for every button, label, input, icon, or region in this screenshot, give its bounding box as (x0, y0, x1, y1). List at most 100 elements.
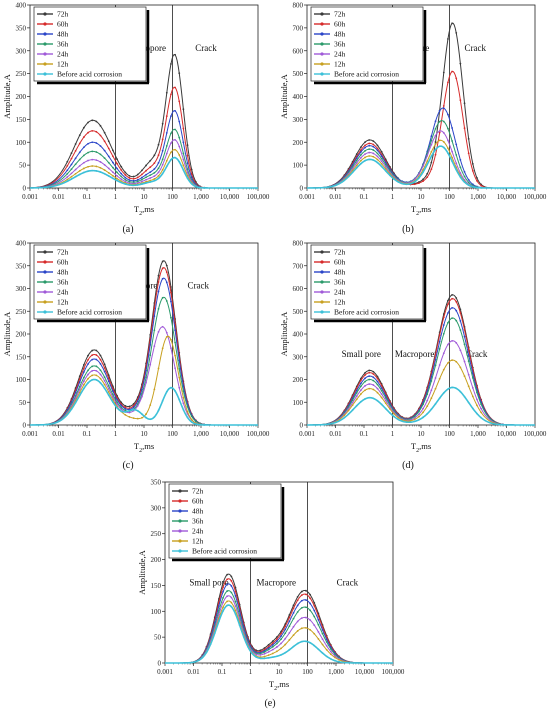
y-tick-label: 400 (293, 331, 304, 339)
data-point (451, 297, 453, 300)
panel-label: (b) (402, 224, 414, 235)
data-point (157, 154, 160, 157)
y-tick-label: 200 (293, 139, 304, 147)
x-axis-label: T2,ms (269, 679, 289, 692)
data-point (74, 175, 77, 178)
data-point (182, 169, 185, 171)
data-point (447, 343, 449, 346)
data-point (103, 367, 106, 369)
data-point (442, 316, 445, 319)
panel-label: (c) (122, 460, 133, 471)
data-point (128, 180, 131, 183)
data-point (276, 640, 278, 643)
x-axis-label: T2,ms (411, 441, 431, 454)
data-point (325, 638, 328, 641)
data-point (313, 601, 316, 604)
data-point (66, 160, 69, 163)
data-point (288, 616, 291, 619)
data-point (480, 407, 483, 410)
data-point (78, 169, 81, 172)
data-point (380, 150, 383, 153)
data-point (476, 391, 478, 394)
data-point (447, 152, 449, 154)
y-tick-label: 0 (23, 185, 27, 193)
data-point (459, 176, 462, 178)
data-point (174, 367, 176, 370)
data-point (430, 151, 433, 153)
data-point (217, 609, 220, 612)
data-point (145, 369, 147, 372)
x-tick-label: 100,000 (382, 668, 405, 676)
data-point (271, 648, 274, 651)
data-point (430, 135, 433, 138)
data-point (267, 643, 270, 646)
data-point (393, 415, 395, 418)
data-point (463, 395, 466, 398)
data-point (459, 166, 462, 169)
legend-label: 12h (334, 298, 346, 307)
data-point (242, 635, 245, 638)
data-point (351, 171, 354, 174)
x-axis-label-subscript: 2 (274, 686, 277, 692)
data-point (288, 620, 291, 623)
series-markers (343, 145, 483, 189)
data-point (384, 399, 387, 402)
data-point (430, 161, 433, 164)
data-point (149, 404, 152, 407)
data-point (161, 347, 164, 350)
legend-swatch-marker (320, 290, 324, 294)
data-point (87, 142, 89, 145)
data-point (95, 120, 98, 123)
x-tick-label: 100,000 (524, 430, 547, 438)
data-point (95, 170, 98, 172)
series-markers (66, 109, 206, 189)
legend-label: Before acid corrosion (334, 70, 399, 79)
data-point (329, 650, 332, 653)
data-point (230, 591, 233, 594)
data-point (87, 358, 89, 361)
data-point (182, 396, 185, 399)
data-point (174, 53, 176, 56)
data-point (292, 607, 295, 610)
data-point (91, 358, 94, 361)
data-point (116, 177, 118, 180)
data-point (368, 144, 371, 147)
data-point (313, 632, 316, 635)
y-tick-label: 700 (293, 24, 304, 32)
data-point (296, 611, 299, 613)
y-tick-label: 50 (19, 162, 27, 170)
data-point (99, 145, 102, 147)
data-point (355, 404, 358, 407)
data-point (438, 340, 441, 343)
x-axis-label: T2,ms (134, 441, 154, 454)
data-point (355, 387, 358, 389)
data-point (182, 390, 185, 392)
legend-swatch-marker (320, 12, 324, 16)
data-point (149, 177, 152, 179)
data-point (364, 153, 366, 156)
data-point (426, 163, 429, 166)
data-point (438, 347, 441, 350)
data-point (128, 407, 131, 409)
data-point (91, 141, 94, 144)
region-label: Crack (195, 43, 217, 53)
data-point (380, 387, 383, 390)
data-point (128, 177, 131, 179)
data-point (376, 147, 379, 150)
legend-swatch-marker (43, 260, 47, 264)
data-point (222, 582, 224, 584)
data-point (317, 638, 320, 640)
data-point (447, 139, 449, 142)
data-point (87, 363, 89, 365)
data-point (170, 291, 172, 294)
data-point (284, 625, 287, 628)
data-point (157, 143, 160, 146)
data-point (372, 155, 375, 158)
data-point (347, 413, 350, 416)
data-point (234, 609, 237, 612)
legend-label: 48h (334, 268, 346, 277)
data-point (103, 172, 106, 175)
data-point (376, 144, 379, 147)
data-point (120, 175, 123, 178)
data-point (124, 180, 127, 183)
